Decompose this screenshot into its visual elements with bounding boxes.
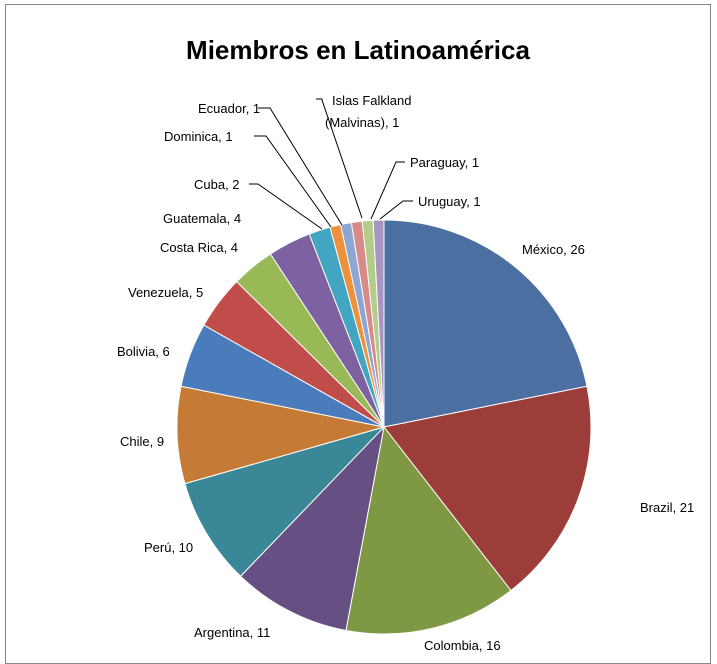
slice-label: Perú, 10 <box>144 540 193 555</box>
pie-slice-m-xico <box>383 219 588 428</box>
slice-label: Dominica, 1 <box>164 129 233 144</box>
slice-label: Bolivia, 6 <box>117 344 170 359</box>
pie-slice-per- <box>184 426 386 577</box>
pie-slice-colombia <box>345 425 512 635</box>
leader-line <box>258 107 343 226</box>
leader-line <box>316 98 363 219</box>
slice-label: Colombia, 16 <box>424 638 501 653</box>
leader-line <box>254 135 332 228</box>
chart-title: Miembros en Latinoamérica <box>186 35 530 65</box>
slice-label: Paraguay, 1 <box>410 155 479 170</box>
slice-label: Guatemala, 4 <box>163 211 241 226</box>
slice-label: Islas Falkland (Malvinas), 1 <box>325 93 411 130</box>
slice-label: Costa Rica, 4 <box>160 240 238 255</box>
slice-label: Uruguay, 1 <box>418 194 481 209</box>
pie-slice-brazil <box>383 385 592 592</box>
leader-line <box>249 183 323 230</box>
slice-label: Argentina, 11 <box>194 625 270 640</box>
leader-line <box>379 200 413 220</box>
slice-label: Venezuela, 5 <box>128 285 203 300</box>
slice-label: Chile, 9 <box>120 434 164 449</box>
pie-slice-argentina <box>239 425 385 632</box>
slice-label: Cuba, 2 <box>194 177 240 192</box>
slice-label: Ecuador, 1 <box>198 101 260 116</box>
slice-label: México, 26 <box>522 242 585 257</box>
slice-label: Brazil, 21 <box>640 500 694 515</box>
pie-slice-uruguay <box>372 219 385 428</box>
pie-slice-chile <box>176 385 385 485</box>
leader-line <box>370 161 405 220</box>
